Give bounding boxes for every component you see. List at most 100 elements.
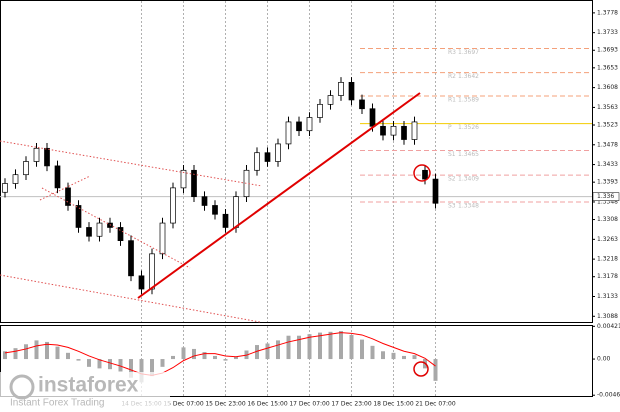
histogram-bar: [307, 334, 312, 360]
histogram-bar: [118, 359, 123, 372]
candle-body: [191, 169, 197, 198]
x-tick-label: 18 Dec 15:00: [373, 401, 414, 408]
histogram-bar: [381, 351, 385, 360]
candle-body: [254, 152, 260, 171]
histogram-bar: [349, 334, 354, 360]
histogram-bar: [370, 345, 375, 360]
histogram-bar: [202, 352, 207, 360]
histogram-bar: [87, 359, 91, 367]
histogram-bar: [391, 352, 396, 360]
pivot-value: 1.3589: [458, 96, 479, 103]
candle-body: [359, 99, 365, 110]
candle-body: [149, 253, 155, 290]
main-panel: [0, 0, 593, 323]
pivot-value: 1.3697: [458, 49, 479, 56]
x-tick-label: 17 Dec 23:00: [331, 401, 372, 408]
candle-body: [44, 147, 50, 167]
candle-body: [296, 121, 302, 132]
y-tick-label: 1.3088: [597, 313, 618, 320]
candle-body: [12, 174, 19, 184]
pivot-name: S1: [448, 151, 456, 158]
last-price-label: 1.336: [597, 193, 614, 200]
candle-body: [422, 169, 428, 180]
candle-body: [285, 121, 292, 145]
last-price-box: [592, 192, 620, 201]
x-tick-label: 21 Dec 07:00: [415, 401, 456, 408]
pivot-value: 1.3526: [458, 124, 479, 131]
y-tick-label: 1.3563: [597, 104, 618, 111]
y-tick-label: -0.00465: [597, 392, 620, 399]
candle-body: [233, 196, 239, 228]
logo-icon: [9, 374, 35, 400]
drawings: [0, 92, 431, 377]
histogram-bar: [13, 348, 18, 360]
pivot-name: S2: [448, 176, 456, 183]
histogram-bar: [328, 331, 333, 360]
candle-body: [338, 81, 344, 96]
highlight-circle: [413, 361, 429, 377]
histogram-bar: [234, 356, 238, 360]
candle-body: [2, 183, 8, 193]
candle-body: [170, 187, 176, 224]
histogram-bar: [276, 340, 280, 360]
histogram-bar: [318, 332, 322, 360]
y-tick-label: 1.3733: [597, 29, 618, 36]
histogram-bar: [3, 351, 7, 360]
candle-body: [117, 227, 124, 242]
candle-body: [348, 81, 355, 101]
pivot-name: S3: [448, 202, 456, 209]
histogram-bar: [66, 352, 70, 360]
histogram-bar: [412, 355, 417, 360]
histogram-bar: [160, 359, 165, 367]
candle-body: [86, 227, 92, 237]
x-tick-label: 15 Dec 07:00: [163, 401, 204, 408]
histogram-bar: [339, 331, 343, 360]
trend-line: [137, 92, 421, 299]
pivot-value: 1.3642: [458, 73, 479, 80]
candle-body: [243, 169, 250, 198]
candle-body: [306, 117, 313, 132]
highlight-circle: [413, 164, 431, 182]
candle-body: [23, 161, 29, 176]
candle-body: [65, 187, 71, 206]
y-tick-label: 1.3263: [597, 236, 618, 243]
histogram-bar: [171, 355, 175, 360]
candle-body: [369, 108, 376, 127]
histogram-bar: [223, 359, 228, 361]
y-tick-label: 0.00: [597, 356, 611, 363]
signal-line: [4, 332, 436, 376]
candle-body: [380, 125, 386, 136]
candle-body: [222, 213, 229, 228]
channel-line: [39, 175, 91, 201]
y-tick-label: 1.3133: [597, 293, 618, 300]
pivot-value: 1.3465: [458, 151, 479, 158]
histogram-bar: [129, 359, 133, 378]
candle-body: [33, 147, 40, 162]
channel-line: [0, 140, 263, 187]
watermark: instaforex Instant Forex Trading: [0, 372, 170, 412]
brand: instaforex: [38, 374, 139, 397]
histogram-bar: [97, 359, 102, 369]
y-tick-label: 1.3393: [597, 179, 618, 186]
y-tick-label: 1.3693: [597, 47, 618, 54]
histogram-bar: [139, 359, 144, 383]
histogram-bar: [433, 359, 438, 381]
histogram-bar: [265, 343, 270, 360]
y-tick-label: 0.00421: [597, 323, 620, 330]
histogram-bar: [55, 346, 60, 360]
histogram-bar: [297, 335, 301, 360]
candle-body: [180, 169, 187, 189]
pivot-value: 1.3348: [458, 202, 479, 209]
histogram-bar: [402, 355, 406, 360]
candle-body: [128, 240, 134, 277]
candle-body: [390, 125, 397, 136]
candle-body: [138, 275, 145, 290]
candle-body: [264, 152, 271, 162]
histogram-bar: [181, 347, 186, 360]
pivot-value: 1.3409: [458, 176, 479, 183]
tagline: Instant Forex Trading: [10, 398, 105, 409]
x-tick-label: 17 Dec 07:00: [289, 401, 330, 408]
pivot-name: R3: [448, 49, 456, 56]
histogram-bar: [108, 359, 112, 370]
